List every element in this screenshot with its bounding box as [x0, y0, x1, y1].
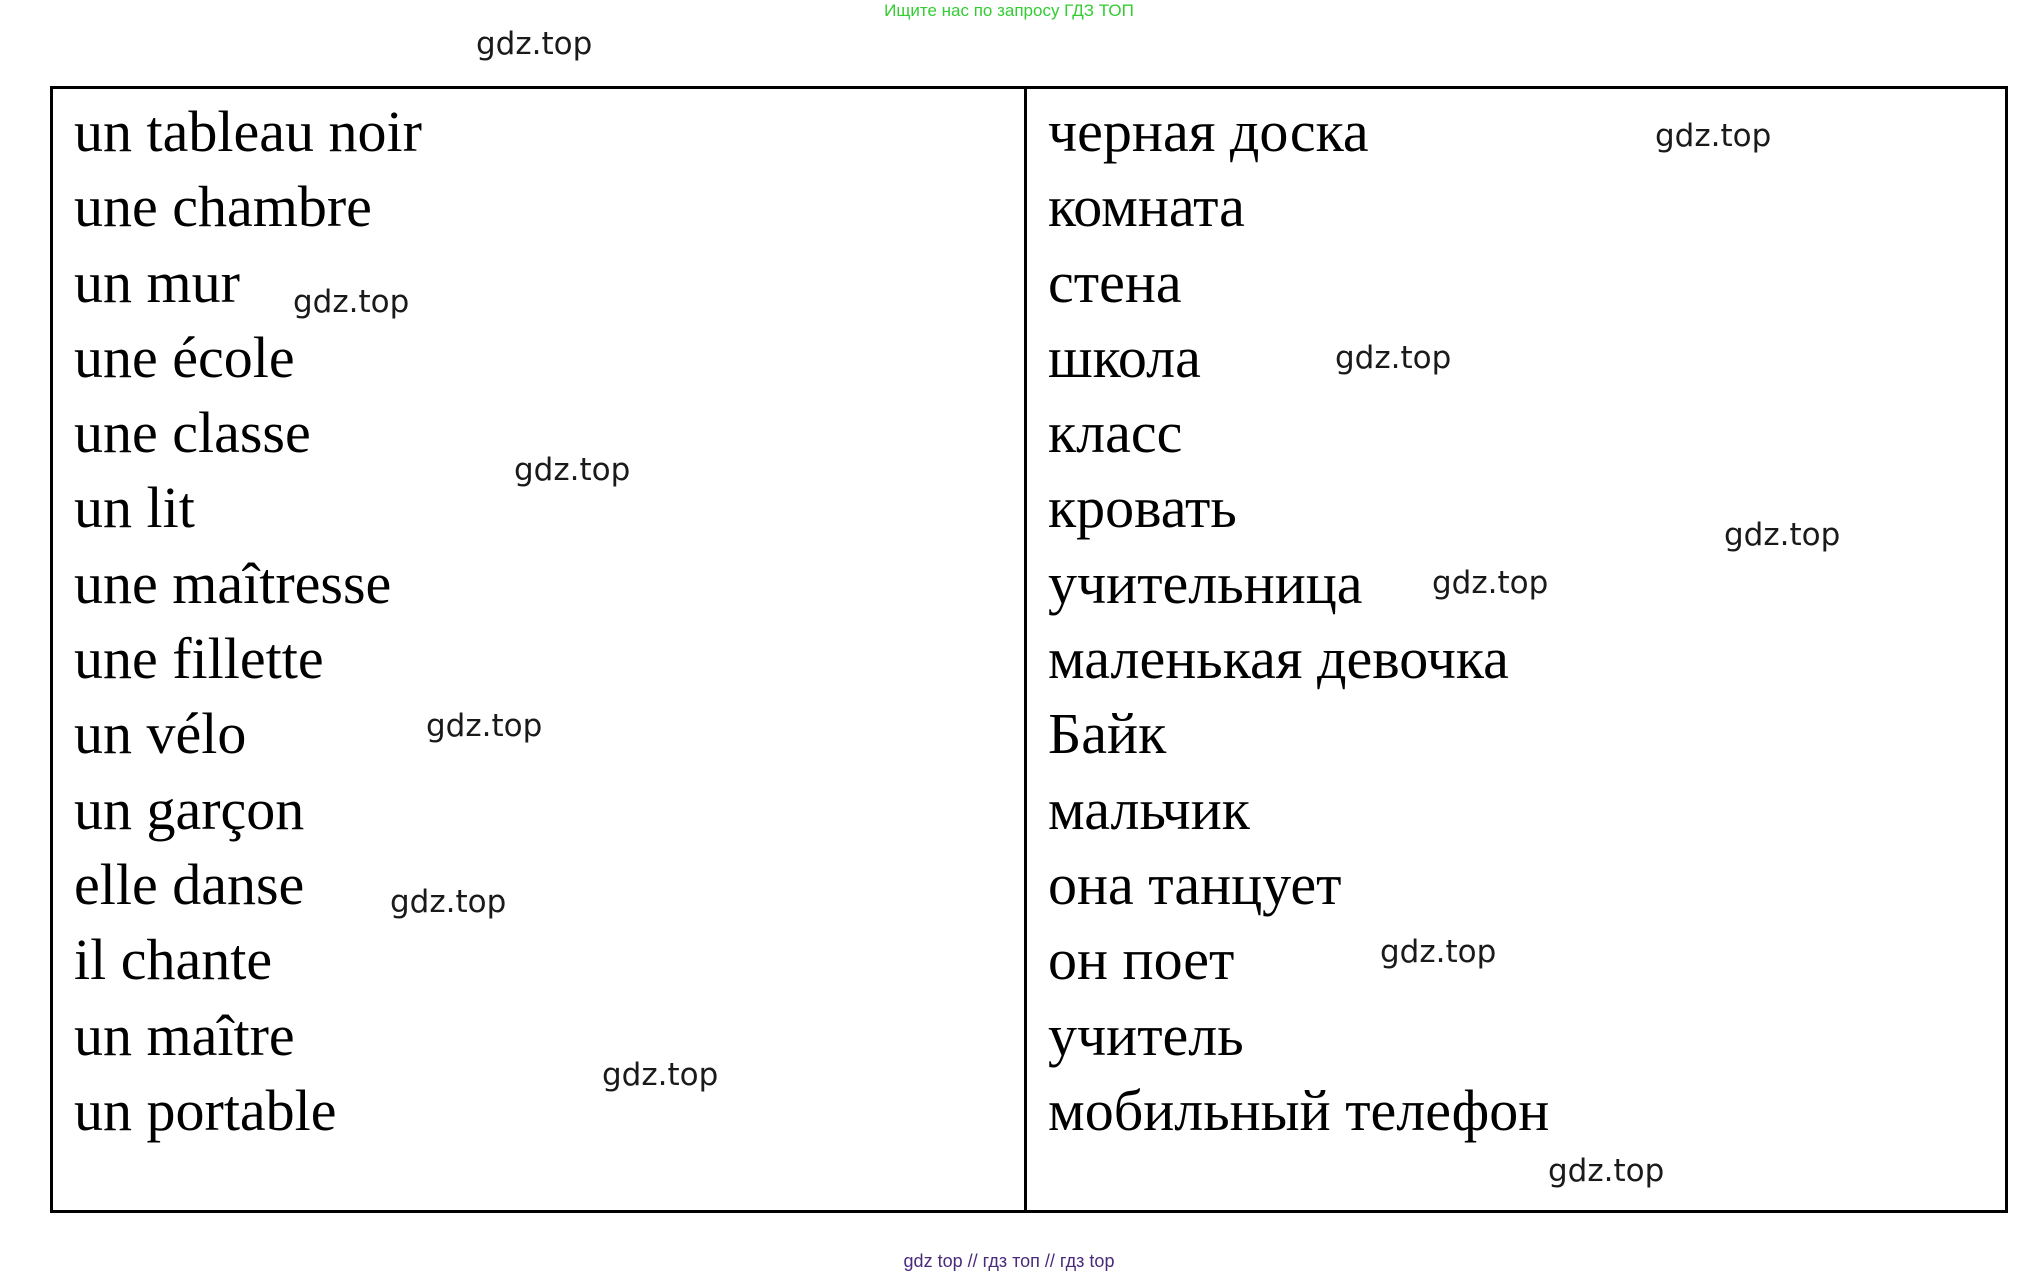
- french-word: une chambre: [74, 174, 372, 240]
- russian-word: учительница: [1048, 550, 1363, 616]
- watermark: gdz.top: [476, 26, 593, 62]
- watermark: gdz.top: [1724, 517, 1841, 553]
- french-word: un portable: [74, 1077, 337, 1143]
- watermark: gdz.top: [1548, 1153, 1665, 1189]
- russian-word: кровать: [1048, 475, 1237, 541]
- french-word: une fillette: [74, 626, 324, 692]
- watermark: gdz.top: [514, 452, 631, 488]
- watermark: gdz.top: [293, 284, 410, 320]
- french-word: elle danse: [74, 851, 305, 917]
- watermark: gdz.top: [426, 708, 543, 744]
- watermark: gdz.top: [1432, 565, 1549, 601]
- russian-column: черная доска комната стена школа класс к…: [1048, 99, 1549, 1153]
- watermark: gdz.top: [602, 1057, 719, 1093]
- search-banner: Ищите нас по запросу ГДЗ ТОП: [884, 1, 1134, 20]
- russian-word: стена: [1048, 249, 1182, 315]
- french-word: il chante: [74, 927, 273, 993]
- footer-watermark: gdz top // гдз топ // гдз top: [903, 1251, 1115, 1271]
- french-word: un garçon: [74, 776, 305, 842]
- russian-word: она танцует: [1048, 851, 1342, 917]
- russian-word: Байк: [1048, 701, 1167, 767]
- french-word: une classe: [74, 400, 311, 466]
- french-column: un tableau noir une chambre un mur une é…: [74, 99, 422, 1153]
- french-word: un tableau noir: [74, 99, 422, 164]
- french-word: un vélo: [74, 701, 247, 767]
- russian-word: мальчик: [1048, 776, 1250, 842]
- french-word: une maîtresse: [74, 550, 392, 616]
- russian-word: школа: [1048, 324, 1201, 390]
- russian-word: он поет: [1048, 927, 1235, 993]
- column-divider: [1024, 86, 1027, 1213]
- french-word: un maître: [74, 1002, 295, 1068]
- watermark: gdz.top: [1335, 340, 1452, 376]
- french-word: un lit: [74, 475, 195, 541]
- russian-word: мобильный телефон: [1048, 1077, 1550, 1143]
- watermark: gdz.top: [1380, 934, 1497, 970]
- russian-word: комната: [1048, 174, 1245, 240]
- russian-word: черная доска: [1048, 99, 1369, 164]
- russian-word: класс: [1048, 400, 1183, 466]
- watermark: gdz.top: [390, 884, 507, 920]
- watermark: gdz.top: [1655, 118, 1772, 154]
- french-word: un mur: [74, 249, 240, 315]
- russian-word: учитель: [1048, 1002, 1244, 1068]
- russian-word: маленькая девочка: [1048, 626, 1509, 692]
- vocabulary-table: [50, 86, 2008, 1213]
- french-word: une école: [74, 324, 295, 390]
